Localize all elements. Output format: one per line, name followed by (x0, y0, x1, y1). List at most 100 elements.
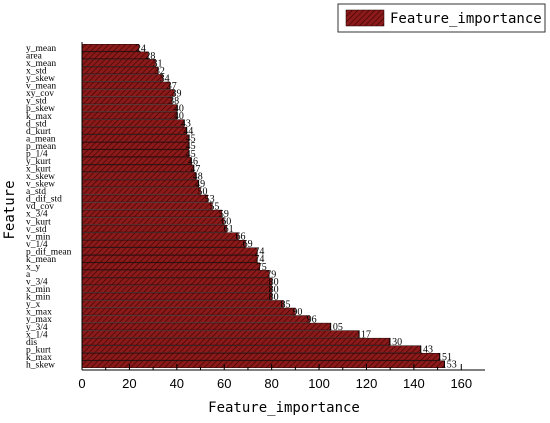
value-label: 49 (195, 179, 205, 190)
category-label: vd_cov (26, 202, 54, 212)
value-label: 48 (193, 171, 203, 182)
value-label: 45 (186, 149, 196, 160)
value-label: 80 (269, 277, 279, 288)
category-label: y_max (26, 315, 52, 325)
category-label: y_skew (26, 74, 55, 84)
value-label: 55 (209, 202, 219, 213)
category-label: v_std (26, 225, 47, 235)
category-label: v_min (26, 232, 51, 242)
category-label: v_1/4 (26, 240, 48, 250)
bar (81, 142, 189, 150)
bar (81, 307, 296, 316)
value-label: 105 (328, 322, 343, 333)
category-label: h_skew (26, 360, 55, 370)
category-label: x_y (26, 262, 41, 272)
category-label: xy_cov (26, 89, 54, 99)
value-label: 80 (269, 284, 279, 295)
bar (81, 119, 185, 127)
bar (81, 126, 187, 135)
category-label: p_dif_mean (26, 246, 72, 257)
category-label: a_std (26, 187, 46, 197)
legend: Feature_importance (337, 3, 546, 33)
bar (81, 44, 140, 52)
category-label: y_x (26, 300, 41, 310)
bar (81, 157, 192, 165)
category-label: v_mean (26, 82, 56, 92)
x-tick-label: 100 (308, 376, 330, 391)
y-axis-title: Feature (2, 180, 18, 239)
bar (81, 104, 178, 112)
bar (81, 194, 208, 203)
value-label: 130 (387, 337, 402, 348)
bar (81, 202, 213, 210)
value-label: 80 (269, 292, 279, 303)
category-label: p_skew (26, 104, 55, 114)
category-label: p_mean (26, 142, 56, 152)
category-label: y_mean (26, 44, 56, 54)
value-label: 151 (437, 352, 452, 363)
category-labels: y_meanareax_meanx_stdy_skewv_meanxy_covy… (26, 44, 72, 370)
value-label: 39 (171, 88, 181, 99)
category-label: y_kurt (26, 157, 51, 167)
bar (81, 134, 189, 142)
bar (81, 172, 197, 180)
value-label: 45 (186, 134, 196, 145)
category-label: k_max (26, 353, 52, 363)
category-label: x_skew (26, 172, 55, 182)
category-label: a (26, 270, 31, 280)
bar (81, 74, 163, 82)
bar (81, 262, 261, 270)
bar (81, 96, 173, 105)
category-label: k_max (26, 112, 52, 122)
value-label: 37 (167, 81, 177, 92)
value-label: 74 (254, 247, 264, 258)
value-label: 24 (136, 43, 146, 54)
bar (81, 209, 223, 218)
bar (81, 360, 445, 368)
category-label: k_min (26, 293, 51, 303)
bar (81, 224, 227, 233)
x-tick-label: 0 (78, 376, 85, 391)
category-label: x_1/4 (26, 330, 48, 340)
bar (81, 217, 225, 225)
legend-swatch (345, 9, 385, 27)
category-label: d_dif_std (26, 194, 62, 205)
bar (81, 285, 272, 293)
x-axis-title: Feature_importance (208, 400, 360, 416)
value-label: 143 (418, 345, 433, 356)
value-label: 117 (356, 330, 371, 341)
bar (81, 352, 441, 361)
category-label: v_3/4 (26, 278, 48, 288)
category-label: k_mean (26, 255, 56, 265)
value-label: 38 (169, 96, 179, 107)
value-label: 61 (224, 224, 234, 235)
category-label: x_3/4 (26, 210, 48, 220)
value-label: 60 (221, 217, 231, 228)
bar (81, 111, 178, 120)
bar (81, 149, 189, 157)
value-label: 44 (183, 126, 193, 137)
bar (81, 292, 272, 301)
value-label: 79 (266, 269, 276, 280)
category-label: x_mean (26, 59, 56, 69)
value-label: 28 (145, 51, 155, 62)
legend-label: Feature_importance (390, 11, 542, 27)
value-label: 50 (198, 186, 208, 197)
bar (81, 239, 246, 248)
value-label: 69 (243, 239, 253, 250)
bar (81, 247, 258, 255)
value-labels: 2428313234373938404043444545454647484950… (136, 43, 457, 370)
category-label: d_std (26, 119, 47, 129)
value-label: 40 (174, 104, 184, 115)
bar (81, 270, 270, 278)
bar (81, 164, 194, 173)
x-tick-label: 160 (450, 376, 472, 391)
value-label: 66 (235, 232, 245, 243)
x-tick-label: 140 (403, 376, 425, 391)
category-label: y_std (26, 97, 47, 107)
bar (81, 66, 159, 75)
category-label: x_kurt (26, 165, 51, 175)
category-label: area (26, 52, 43, 62)
category-label: v_skew (26, 180, 55, 190)
